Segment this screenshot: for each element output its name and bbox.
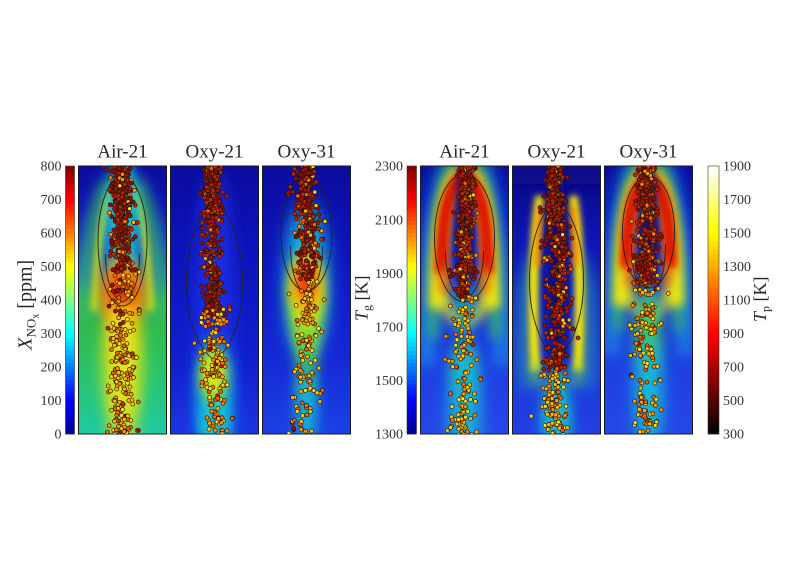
- svg-text:500: 500: [41, 260, 62, 275]
- svg-text:1500: 1500: [375, 374, 403, 389]
- svg-text:1500: 1500: [723, 227, 751, 242]
- svg-text:200: 200: [41, 361, 62, 376]
- svg-text:XNOx [ppm]: XNOx [ppm]: [15, 260, 42, 351]
- svg-text:Air-21: Air-21: [439, 142, 489, 163]
- svg-text:1300: 1300: [375, 428, 403, 443]
- svg-text:800: 800: [41, 160, 62, 175]
- svg-text:2300: 2300: [375, 160, 403, 175]
- svg-text:Tp [K]: Tp [K]: [750, 276, 773, 322]
- svg-text:2100: 2100: [375, 213, 403, 228]
- svg-text:Oxy-31: Oxy-31: [277, 142, 335, 163]
- svg-text:Oxy-21: Oxy-21: [527, 142, 585, 163]
- svg-text:600: 600: [41, 227, 62, 242]
- svg-text:700: 700: [41, 193, 62, 208]
- svg-text:400: 400: [41, 294, 62, 309]
- svg-text:Oxy-31: Oxy-31: [619, 142, 677, 163]
- svg-text:1300: 1300: [723, 260, 751, 275]
- svg-text:1900: 1900: [375, 267, 403, 282]
- svg-text:1700: 1700: [723, 193, 751, 208]
- svg-text:Air-21: Air-21: [97, 142, 147, 163]
- svg-text:300: 300: [723, 428, 744, 443]
- svg-text:300: 300: [41, 327, 62, 342]
- svg-text:1100: 1100: [723, 294, 750, 309]
- svg-text:900: 900: [723, 327, 744, 342]
- svg-text:1900: 1900: [723, 160, 751, 175]
- svg-text:1700: 1700: [375, 321, 403, 336]
- svg-text:0: 0: [55, 428, 62, 443]
- svg-text:Tg [K]: Tg [K]: [352, 275, 375, 321]
- svg-text:100: 100: [41, 394, 62, 409]
- svg-text:700: 700: [723, 361, 744, 376]
- svg-text:500: 500: [723, 394, 744, 409]
- svg-text:Oxy-21: Oxy-21: [185, 142, 243, 163]
